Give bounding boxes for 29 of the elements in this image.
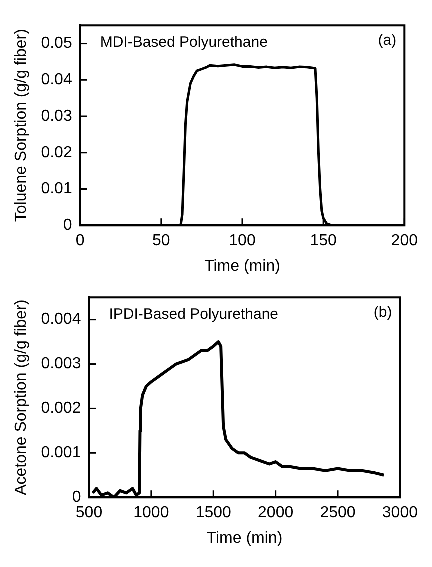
x-tick-label: 1500 — [196, 504, 232, 522]
y-tick-label: 0.003 — [41, 356, 82, 373]
x-axis-title: Time (min) — [204, 258, 280, 275]
annotation: (b) — [374, 304, 392, 322]
y-tick-label: 0.01 — [41, 180, 72, 198]
y-tick-label: 0.04 — [41, 72, 72, 89]
x-axis-title: Time (min) — [206, 530, 283, 547]
y-tick-label: 0 — [72, 489, 82, 506]
annotation: (a) — [378, 32, 397, 50]
x-tick-label: 100 — [229, 232, 256, 250]
x-tick-label: 2000 — [258, 504, 294, 522]
x-tick-label: 1000 — [134, 504, 170, 522]
x-tick-label: 150 — [310, 232, 338, 250]
annotation: IPDI-Based Polyurethane — [109, 306, 279, 324]
x-tick-label: 200 — [391, 232, 418, 250]
annotation: MDI-Based Polyurethane — [100, 34, 268, 52]
x-tick-label: 500 — [76, 504, 103, 522]
y-axis-title: Toluene Sorption (g/g fiber) — [13, 29, 30, 222]
x-tick-label: 50 — [152, 232, 170, 250]
x-tick-label: 2500 — [320, 504, 356, 522]
y-tick-label: 0.02 — [41, 144, 72, 162]
y-tick-label: 0.05 — [41, 35, 72, 52]
x-tick-label: 3000 — [382, 504, 418, 522]
y-tick-label: 0.001 — [41, 444, 82, 462]
y-tick-label: 0.004 — [41, 311, 82, 328]
y-axis-title: Acetone Sorption (g/g fiber) — [13, 300, 30, 496]
y-tick-label: 0.002 — [41, 400, 82, 418]
y-tick-label: 0 — [63, 217, 72, 234]
y-tick-label: 0.03 — [41, 108, 72, 125]
